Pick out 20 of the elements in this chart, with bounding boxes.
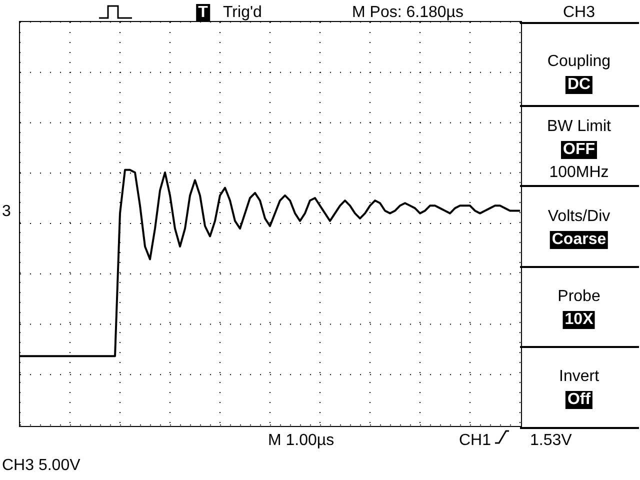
text: Probe — [558, 288, 600, 306]
text: OFF — [561, 141, 597, 159]
text: 3 — [2, 203, 11, 221]
text: M Pos: 6.180µs — [352, 4, 464, 22]
text: BW Limit — [547, 118, 611, 136]
text: Coupling — [547, 53, 611, 71]
text: 10X — [562, 311, 596, 329]
text: Trig'd — [223, 4, 262, 22]
text: 100MHz — [549, 164, 609, 182]
text: Coarse — [550, 231, 608, 249]
text: DC — [565, 76, 593, 94]
text: T — [196, 4, 210, 22]
text: CH1 — [459, 432, 492, 450]
text: Off — [565, 391, 593, 409]
text: 1.53V — [530, 432, 572, 450]
text: CH3 — [562, 4, 596, 22]
text: Volts/Div — [548, 208, 610, 226]
text: CH3 5.00V — [2, 457, 80, 475]
text: Invert — [558, 368, 600, 386]
text: M 1.00µs — [268, 432, 334, 450]
